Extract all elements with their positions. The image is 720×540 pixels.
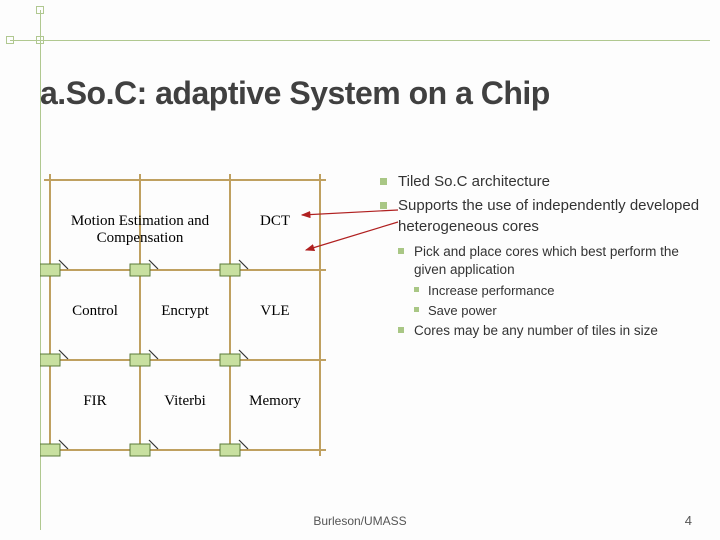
tile-label: Encrypt <box>140 303 230 320</box>
tile-label: DCT <box>230 213 320 230</box>
tile-label: Motion Estimation and Compensation <box>50 213 230 248</box>
tile-label: Control <box>50 303 140 320</box>
bullet-item: Tiled So.C architecture <box>380 172 700 192</box>
page-number: 4 <box>685 513 692 528</box>
tile-label: FIR <box>50 393 140 410</box>
tile-label: Memory <box>230 393 320 410</box>
page-title: a.So.C: adaptive System on a Chip <box>40 75 550 112</box>
footer-text: Burleson/UMASS <box>0 514 720 528</box>
bullet-item: Cores may be any number of tiles in size <box>398 322 700 340</box>
bullet-item: Increase performance <box>414 282 700 300</box>
deco-square <box>36 36 44 44</box>
tile-grid: Motion Estimation and CompensationDCT Con… <box>40 170 330 460</box>
bullet-item: Save power <box>414 302 700 320</box>
deco-line <box>10 40 710 41</box>
deco-square <box>6 36 14 44</box>
tile-label: VLE <box>230 303 320 320</box>
deco-square <box>36 6 44 14</box>
bullet-item: Pick and place cores which best perform … <box>398 243 700 320</box>
bullet-list: Tiled So.C architecture Supports the use … <box>380 172 700 345</box>
bullet-item: Supports the use of independently develo… <box>380 196 700 340</box>
tile-label: Viterbi <box>140 393 230 410</box>
